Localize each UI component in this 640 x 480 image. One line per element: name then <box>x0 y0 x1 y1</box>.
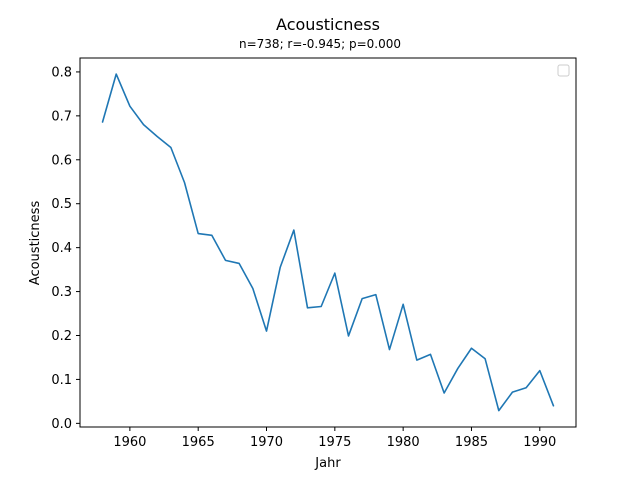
x-tick-label: 1980 <box>387 435 420 450</box>
chart-title: Acousticness <box>276 15 380 34</box>
y-tick-label: 0.8 <box>51 65 72 80</box>
y-axis: 0.0 0.1 0.2 0.3 0.4 0.5 0.6 0.7 0.8 <box>51 65 80 432</box>
y-tick-label: 0.6 <box>51 153 72 168</box>
y-tick-label: 0.4 <box>51 241 72 256</box>
x-tick-label: 1970 <box>250 435 283 450</box>
y-tick-label: 0.3 <box>51 285 72 300</box>
x-tick-label: 1960 <box>113 435 146 450</box>
plot-area <box>101 73 555 412</box>
axes-frame <box>79 57 577 428</box>
y-tick-label: 0.7 <box>51 109 72 124</box>
x-tick-label: 1965 <box>182 435 215 450</box>
y-tick-label: 0.2 <box>51 329 72 344</box>
x-tick-label: 1985 <box>455 435 488 450</box>
y-axis-label: Acousticness <box>28 201 43 286</box>
legend-box <box>557 64 570 77</box>
series-line <box>101 73 555 412</box>
x-axis: 1960 1965 1970 1975 1980 1985 1990 <box>113 427 556 450</box>
y-tick-label: 0.0 <box>51 417 72 432</box>
x-tick-label: 1990 <box>523 435 556 450</box>
y-tick-label: 0.1 <box>51 373 72 388</box>
x-tick-label: 1975 <box>318 435 351 450</box>
chart-subtitle: n=738; r=-0.945; p=0.000 <box>239 37 401 51</box>
y-tick-label: 0.5 <box>51 197 72 212</box>
x-axis-label: Jahr <box>314 456 341 471</box>
